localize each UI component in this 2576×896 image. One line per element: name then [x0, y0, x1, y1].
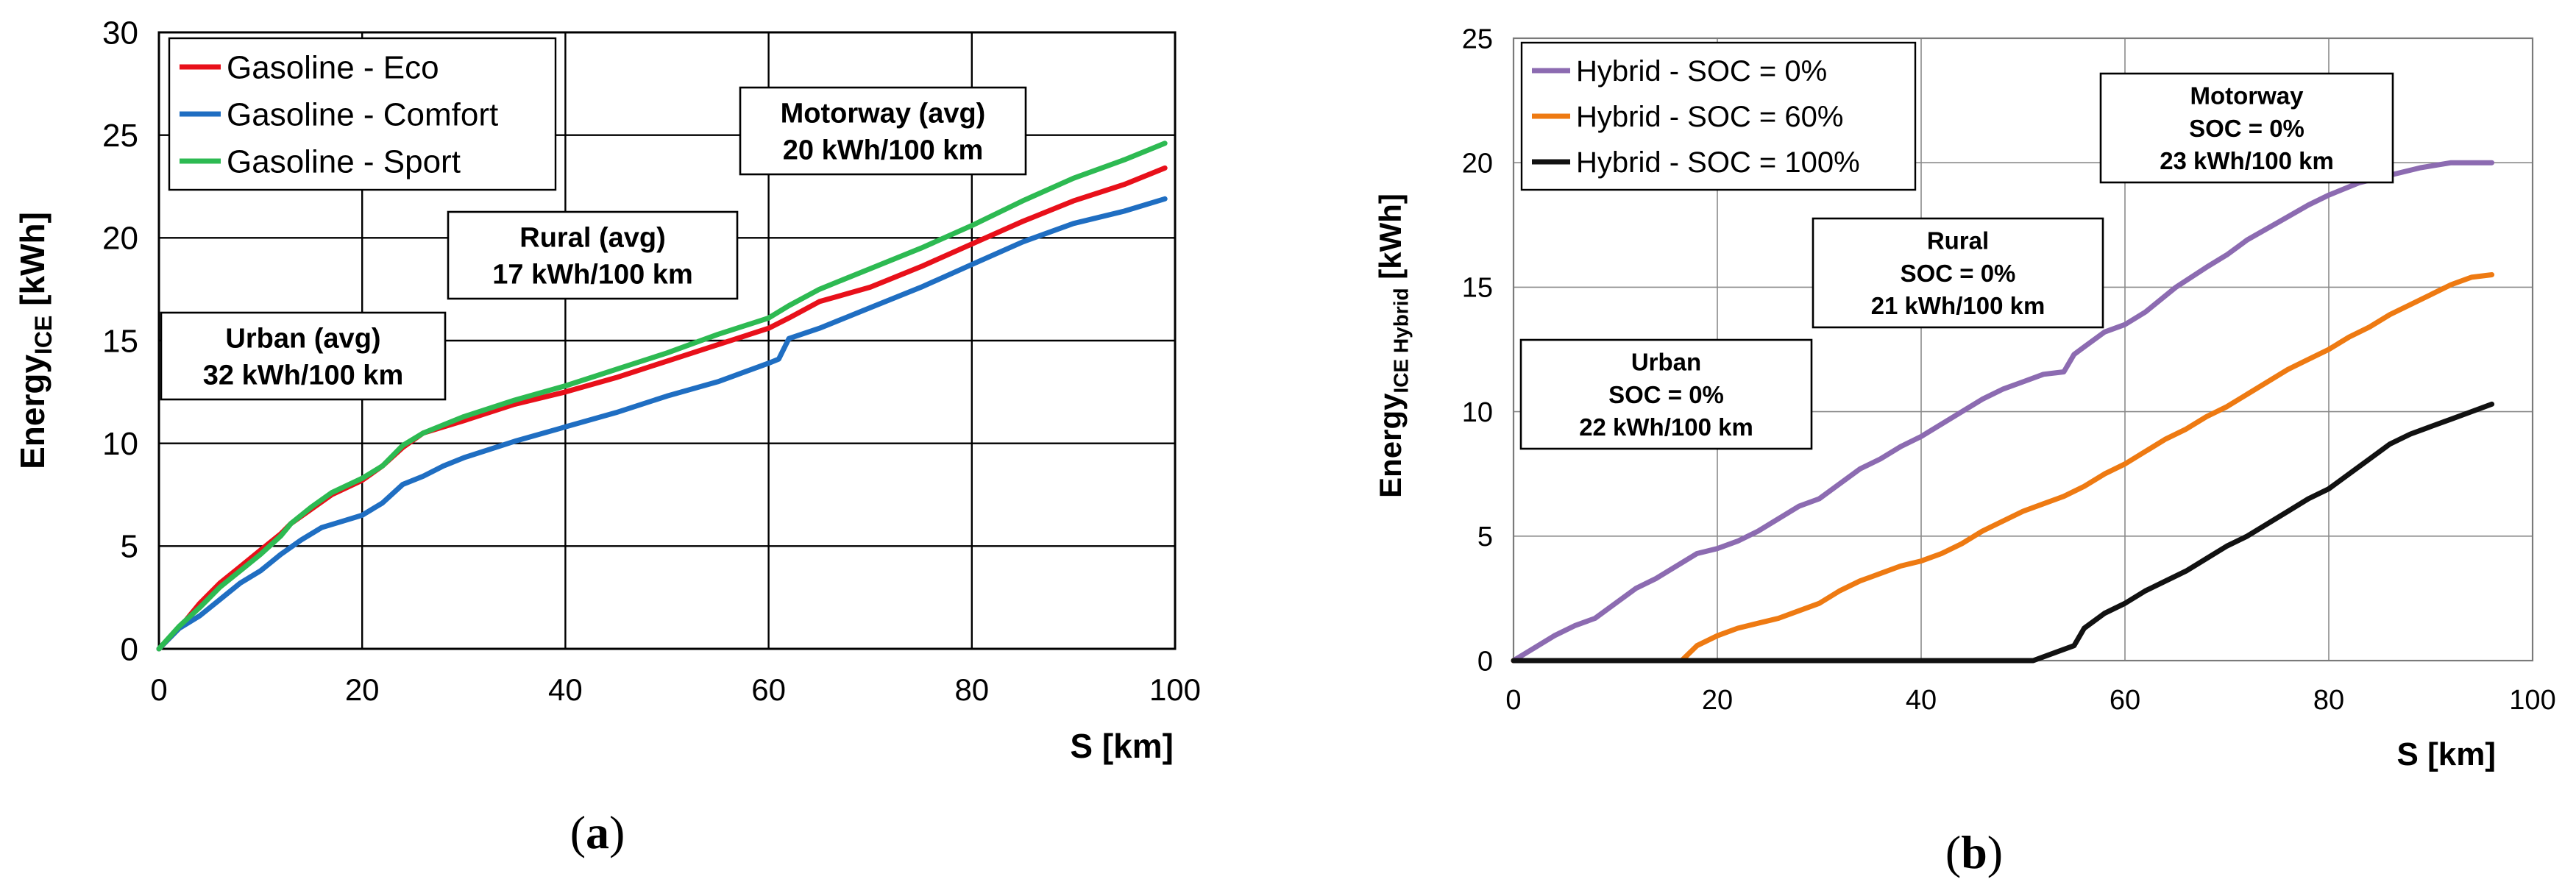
panel-label-letter: a: [586, 806, 609, 858]
y-tick-label: 25: [1462, 24, 1493, 54]
legend-label: Gasoline - Eco: [227, 49, 439, 85]
y-tick-label: 10: [1462, 397, 1493, 428]
annotation-box-rural: [1812, 217, 2104, 329]
y-tick-label: 0: [1477, 646, 1493, 677]
x-tick-label: 40: [1906, 685, 1937, 716]
annotation-box-urban: [1519, 338, 1813, 450]
annotation-text-motorway: Motorway (avg): [781, 98, 986, 129]
y-axis-label-subscript: ICE: [30, 316, 57, 355]
series-line: [156, 196, 1168, 652]
panel-label-close: ): [609, 806, 625, 858]
series-line: [156, 141, 1168, 652]
legend-label: Hybrid - SOC = 60%: [1576, 101, 1843, 133]
x-tick-label: 20: [345, 672, 380, 707]
annotation-text-motorway: 20 kWh/100 km: [783, 135, 983, 166]
y-axis-label-subscript: ICE Hybrid: [1389, 288, 1412, 393]
annotation-text-urban: Urban (avg): [225, 323, 380, 354]
annotation-text-rural: SOC = 0%: [1901, 260, 2016, 287]
x-tick-label: 60: [2110, 685, 2140, 716]
legend-label: Hybrid - SOC = 100%: [1576, 146, 1860, 179]
chart-panel-b: 0 5 10 15 20 25 0 20 40 60 80 100 S [km] EnergyICE Hy…: [1373, 24, 2556, 878]
annotation-text-rural: Rural (avg): [519, 222, 665, 253]
annotation-box-rural: [447, 210, 739, 300]
x-tick-label: 40: [548, 672, 583, 707]
y-axis-label-unit: [kWh]: [1373, 193, 1408, 288]
x-tick-label: 0: [150, 672, 167, 707]
series-line: [1511, 160, 2495, 664]
x-tick-label: 60: [751, 672, 786, 707]
y-tick-label: 20: [1462, 149, 1493, 179]
annotation-text-rural: 17 kWh/100 km: [492, 260, 692, 291]
panel-label-open: (: [570, 806, 586, 858]
x-tick-label: 100: [1149, 672, 1201, 707]
chart-panel-a: 0 5 10 15 20 25 30 0 20 40 60 80 100 S [km] EnergyICE …: [13, 15, 1201, 858]
annotation-text-motorway: Motorway: [2190, 82, 2304, 110]
x-axis-label: S [km]: [1070, 727, 1174, 765]
annotation-box-motorway: [2099, 72, 2394, 184]
legend-box: [168, 37, 557, 191]
y-tick-label: 20: [102, 221, 138, 257]
y-tick-label: 5: [121, 529, 138, 565]
legend-label: Gasoline - Comfort: [227, 96, 498, 132]
annotation-text-urban: SOC = 0%: [1608, 381, 1724, 408]
series-line: [1511, 272, 2495, 664]
plot-frame: [157, 31, 1177, 650]
panel-label-open: (: [1945, 826, 1961, 878]
y-axis-label-unit: [kWh]: [13, 212, 52, 316]
y-axis-label-main: Energy: [1373, 393, 1408, 498]
annotation-text-urban: Urban: [1631, 349, 1701, 376]
y-tick-label: 30: [102, 15, 138, 51]
panel-label: (b): [1945, 826, 2003, 878]
y-tick-label: 10: [102, 426, 138, 462]
series-line: [156, 165, 1168, 652]
y-axis-label: EnergyICE [kWh]: [13, 212, 57, 469]
y-tick-label: 15: [1462, 273, 1493, 304]
annotation-text-rural: Rural: [1927, 227, 1989, 255]
x-tick-label: 100: [2509, 685, 2555, 716]
y-tick-label: 0: [121, 631, 138, 667]
panel-label-letter: b: [1961, 826, 1987, 878]
legend-box: [1520, 41, 1917, 191]
x-tick-label: 20: [1702, 685, 1733, 716]
x-tick-label: 0: [1505, 685, 1521, 716]
panel-label: (a): [570, 806, 625, 858]
legend-label: Hybrid - SOC = 0%: [1576, 55, 1827, 88]
x-tick-label: 80: [954, 672, 989, 707]
panel-label-close: ): [1987, 826, 2003, 878]
annotation-text-urban: 22 kWh/100 km: [1579, 413, 1753, 441]
x-tick-label: 80: [2313, 685, 2344, 716]
annotation-box-urban: [160, 311, 447, 401]
legend-label: Gasoline - Sport: [227, 143, 461, 179]
y-axis-label: EnergyICE Hybrid [kWh]: [1373, 193, 1412, 498]
y-axis-label-main: Energy: [13, 355, 52, 469]
series-line: [1511, 401, 2495, 664]
y-tick-label: 5: [1477, 522, 1493, 552]
annotation-text-motorway: SOC = 0%: [2189, 115, 2304, 142]
annotation-box-motorway: [739, 86, 1027, 176]
annotation-text-motorway: 23 kWh/100 km: [2160, 147, 2334, 174]
x-axis-label: S [km]: [2397, 736, 2496, 772]
y-tick-label: 25: [102, 118, 138, 154]
y-tick-label: 15: [102, 323, 138, 359]
annotation-text-urban: 32 kWh/100 km: [203, 360, 403, 391]
annotation-text-rural: 21 kWh/100 km: [1871, 292, 2045, 319]
